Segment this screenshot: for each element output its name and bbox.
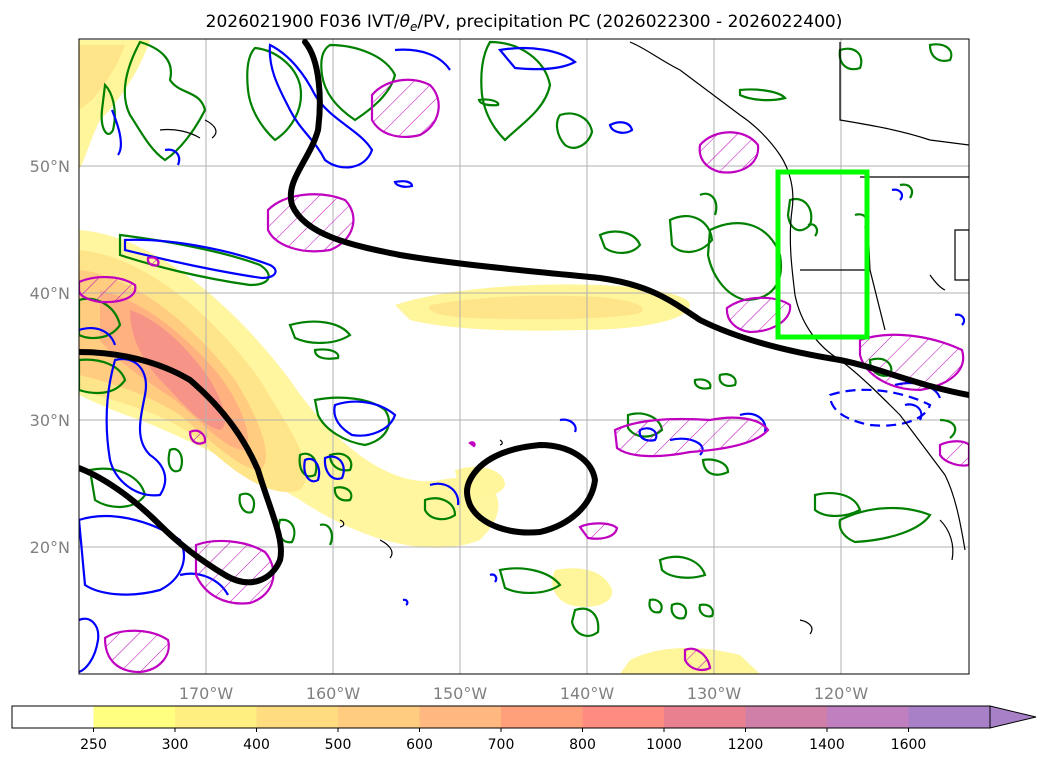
- colorbar-segment: [501, 706, 583, 728]
- colorbar: 250 300 400 500 600 700 800 1000 1200 1400 1600: [11, 705, 1037, 753]
- colorbar-segment: [93, 706, 176, 728]
- colorbar-segment: [12, 706, 94, 728]
- colorbar-tick-label: 800: [569, 737, 596, 753]
- pv-contour: [79, 39, 969, 586]
- lon-tick-label: 150°W: [433, 684, 488, 703]
- colorbar-segment: [256, 706, 339, 728]
- colorbar-tick-label: 400: [243, 737, 270, 753]
- colorbar-tick-label: 600: [406, 737, 433, 753]
- colorbar-extend-arrow: [989, 705, 1037, 729]
- colorbar-segment: [582, 706, 665, 728]
- colorbar-tick-label: 250: [80, 737, 107, 753]
- map-panel: [79, 39, 969, 674]
- lat-tick-labels: 50°N 40°N 30°N 20°N: [30, 157, 70, 557]
- lon-tick-label: 120°W: [814, 684, 869, 703]
- colorbar-tick-label: 700: [488, 737, 515, 753]
- lat-tick-label: 20°N: [30, 538, 70, 557]
- colorbar-tick-label: 1400: [809, 737, 845, 753]
- colorbar-segment: [338, 706, 420, 728]
- colorbar-segment: [419, 706, 502, 728]
- highlight-box: [775, 169, 870, 340]
- lat-tick-label: 50°N: [30, 157, 70, 176]
- map-frame: [78, 38, 970, 675]
- lon-tick-label: 130°W: [687, 684, 742, 703]
- colorbar-segment: [908, 706, 991, 728]
- lat-tick-label: 30°N: [30, 411, 70, 430]
- lon-tick-label: 140°W: [560, 684, 615, 703]
- colorbar-tick-label: 500: [325, 737, 352, 753]
- colorbar-tick-label: 1000: [646, 737, 682, 753]
- lat-tick-label: 40°N: [30, 284, 70, 303]
- colorbar-segment: [175, 706, 257, 728]
- colorbar-segment: [745, 706, 828, 728]
- precip-contours: [79, 40, 957, 637]
- colorbar-segment: [827, 706, 909, 728]
- colorbar-tick-label: 1600: [891, 737, 927, 753]
- colorbar-tick-label: 300: [162, 737, 189, 753]
- colorbar-segment: [664, 706, 746, 728]
- lon-tick-label: 160°W: [306, 684, 361, 703]
- lon-tick-labels: 170°W 160°W 150°W 140°W 130°W 120°W: [179, 684, 869, 703]
- figure-title: 2026021900 F036 IVT/θe/PV, precipitation…: [206, 12, 843, 34]
- lon-tick-label: 170°W: [179, 684, 234, 703]
- colorbar-tick-label: 1200: [728, 737, 764, 753]
